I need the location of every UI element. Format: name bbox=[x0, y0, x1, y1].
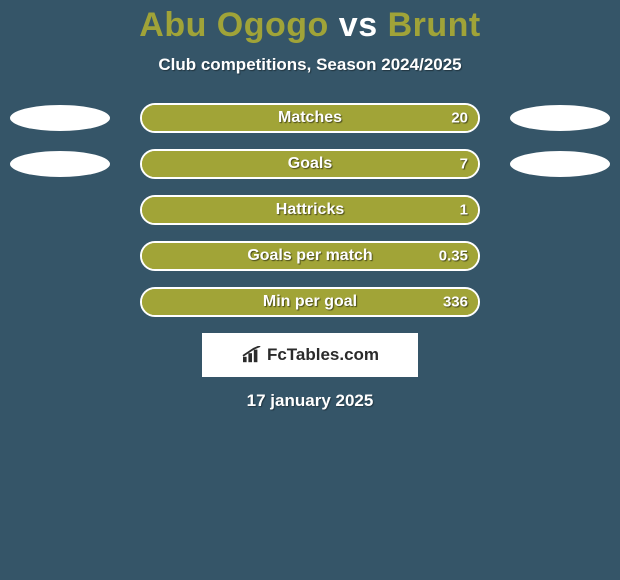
branding-badge: FcTables.com bbox=[202, 333, 418, 377]
title-player2: Brunt bbox=[388, 6, 481, 44]
title-player1: Abu Ogogo bbox=[139, 6, 329, 44]
page-title: Abu Ogogo vs Brunt bbox=[0, 6, 620, 45]
comparison-infographic: Abu Ogogo vs Brunt Club competitions, Se… bbox=[0, 0, 620, 580]
stat-bar: Matches 20 bbox=[140, 103, 480, 133]
stat-value-right: 336 bbox=[443, 294, 468, 311]
stat-value-right: 0.35 bbox=[439, 248, 468, 265]
marker-left bbox=[10, 105, 110, 131]
branding-text: FcTables.com bbox=[267, 345, 379, 365]
stat-bar: Hattricks 1 bbox=[140, 195, 480, 225]
stat-label: Matches bbox=[278, 109, 342, 127]
stat-row: Min per goal 336 bbox=[0, 287, 620, 317]
stat-label: Goals bbox=[288, 155, 332, 173]
stat-bar: Min per goal 336 bbox=[140, 287, 480, 317]
stat-label: Min per goal bbox=[263, 293, 357, 311]
marker-left bbox=[10, 151, 110, 177]
stat-row: Goals per match 0.35 bbox=[0, 241, 620, 271]
stat-row: Goals 7 bbox=[0, 149, 620, 179]
date-text: 17 january 2025 bbox=[0, 391, 620, 411]
stat-bar: Goals 7 bbox=[140, 149, 480, 179]
stat-bar: Goals per match 0.35 bbox=[140, 241, 480, 271]
stat-row: Hattricks 1 bbox=[0, 195, 620, 225]
stat-value-right: 7 bbox=[460, 156, 468, 173]
stat-rows: Matches 20 Goals 7 Hattricks 1 Goals per match… bbox=[0, 103, 620, 317]
stat-row: Matches 20 bbox=[0, 103, 620, 133]
subtitle: Club competitions, Season 2024/2025 bbox=[0, 55, 620, 75]
stat-value-right: 1 bbox=[460, 202, 468, 219]
marker-right bbox=[510, 105, 610, 131]
stat-value-right: 20 bbox=[451, 110, 468, 127]
stat-label: Hattricks bbox=[276, 201, 344, 219]
bar-chart-icon bbox=[241, 346, 263, 364]
marker-right bbox=[510, 151, 610, 177]
stat-label: Goals per match bbox=[247, 247, 372, 265]
title-vs: vs bbox=[339, 6, 378, 44]
